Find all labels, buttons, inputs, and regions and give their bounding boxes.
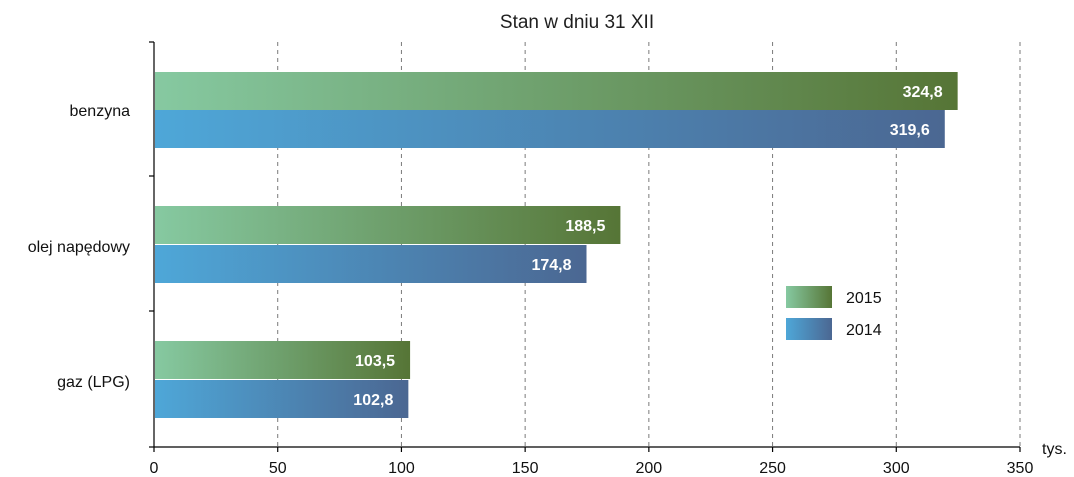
chart-title: Stan w dniu 31 XII xyxy=(500,12,654,33)
legend: 2015 2014 xyxy=(786,286,882,340)
x-tick-label-200: 200 xyxy=(636,460,663,477)
x-axis-unit: tys. xyxy=(1042,441,1067,458)
legend-swatch-2015 xyxy=(786,286,832,308)
value-label-2015-1: 188,5 xyxy=(565,218,605,235)
labels: 0 50 100 150 200 250 300 350 tys. benzyna 324,8 319… xyxy=(28,84,1067,477)
legend-label-2015: 2015 xyxy=(846,290,882,307)
value-label-2015-0: 324,8 xyxy=(903,84,943,101)
legend-label-2014: 2014 xyxy=(846,322,882,339)
x-tick-label-350: 350 xyxy=(1007,460,1034,477)
x-tick-label-100: 100 xyxy=(388,460,415,477)
category-label-0: benzyna xyxy=(70,103,131,120)
x-tick-label-0: 0 xyxy=(150,460,159,477)
x-tick-label-300: 300 xyxy=(883,460,910,477)
x-tick-label-50: 50 xyxy=(269,460,287,477)
bar-2014-2 xyxy=(155,380,409,418)
axes xyxy=(149,41,1021,452)
value-label-2014-0: 319,6 xyxy=(890,122,930,139)
bar-2014-0 xyxy=(155,110,945,148)
legend-swatch-2014 xyxy=(786,318,832,340)
value-label-2014-2: 102,8 xyxy=(353,392,393,409)
bars xyxy=(155,72,958,418)
value-label-2014-1: 174,8 xyxy=(531,257,571,274)
category-label-1: olej napędowy xyxy=(28,239,130,256)
value-label-2015-2: 103,5 xyxy=(355,353,395,370)
bar-2015-1 xyxy=(155,206,621,244)
bar-2015-0 xyxy=(155,72,958,110)
x-tick-label-250: 250 xyxy=(759,460,786,477)
bar-2014-1 xyxy=(155,245,587,283)
category-label-2: gaz (LPG) xyxy=(57,374,130,391)
x-tick-label-150: 150 xyxy=(512,460,539,477)
bar-2015-2 xyxy=(155,341,411,379)
